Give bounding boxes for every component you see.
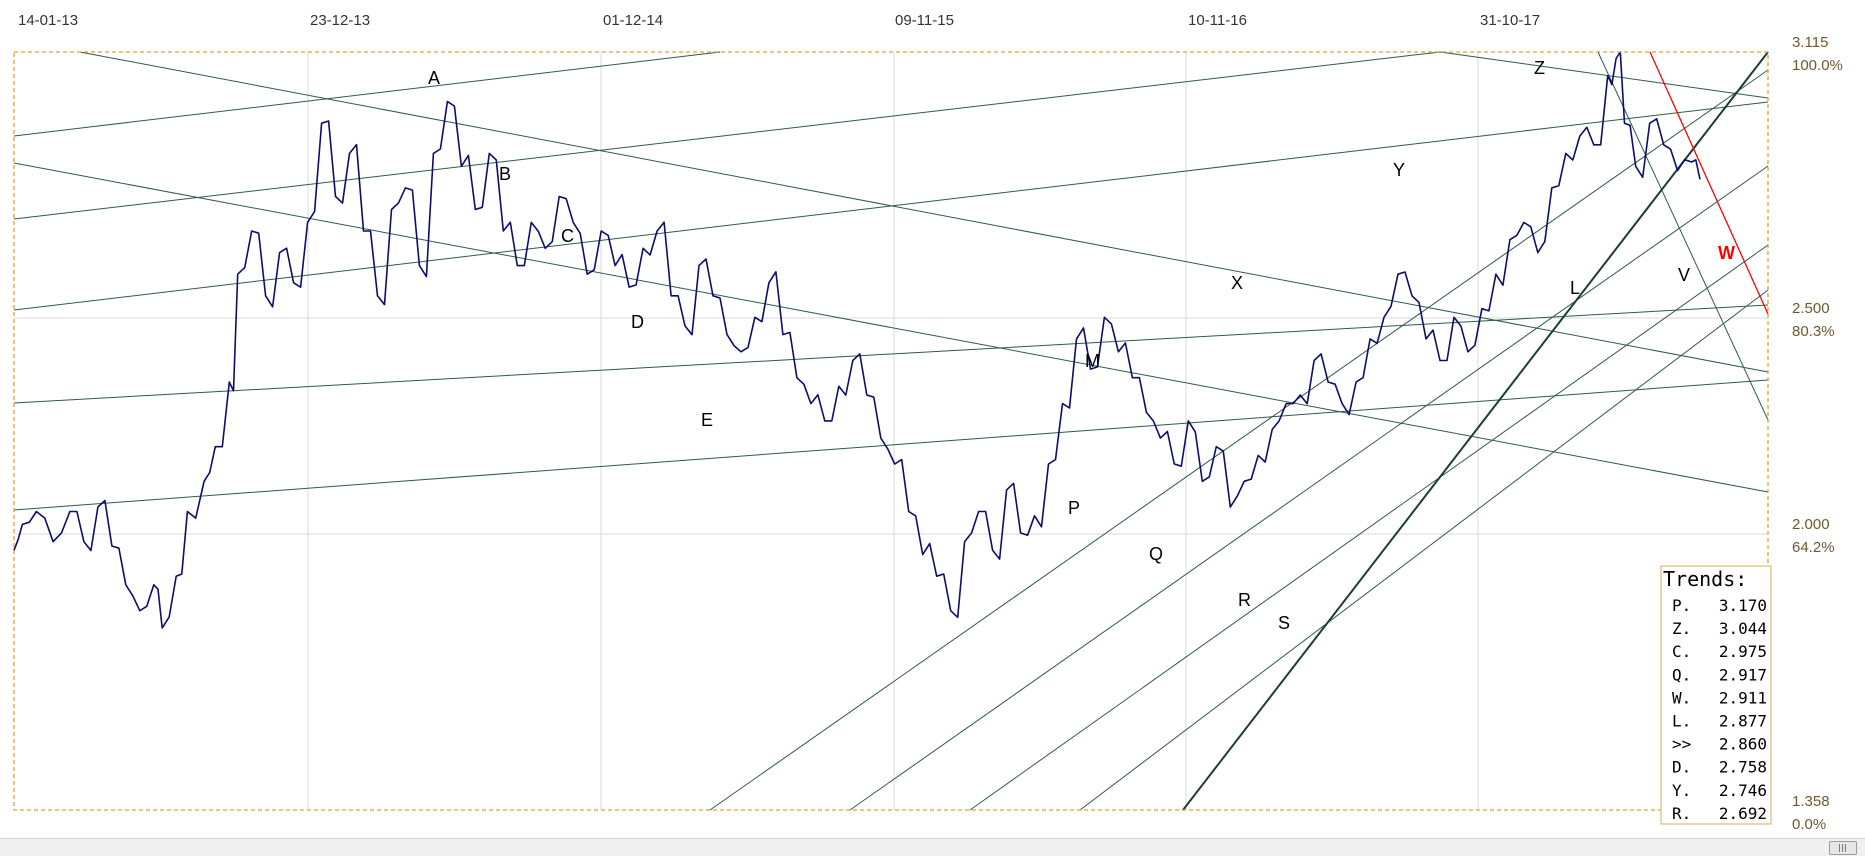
legend-value: 2.692: [1719, 804, 1767, 823]
legend-key: L.: [1672, 712, 1691, 731]
legend-value: 2.860: [1719, 735, 1767, 754]
trendline-label-x: X: [1231, 273, 1243, 293]
legend-key: Y.: [1672, 781, 1691, 800]
y-tick-value: 2.500: [1792, 300, 1830, 317]
trendline-y: [79, 51, 1769, 373]
trendline-label-z: Z: [1534, 58, 1545, 78]
y-tick-percent: 100.0%: [1792, 57, 1843, 74]
legend-key: D.: [1672, 758, 1691, 777]
trendline-label-a: A: [428, 68, 440, 88]
trendline-b: [13, 51, 1441, 220]
legend-value: 2.877: [1719, 712, 1767, 731]
y-tick-labels: 3.115 100.0% 2.500 80.3% 2.000 64.2% 1.3…: [1792, 34, 1843, 833]
trendline-label-d: D: [631, 312, 644, 332]
scrollbar-thumb[interactable]: [1829, 841, 1857, 855]
trendline-label-p: P: [1068, 498, 1080, 518]
trendline-d: [13, 304, 1769, 404]
trendline-labels: A B C D E M P Q R S X Y Z L V W: [428, 58, 1735, 633]
trendline-w: [1649, 51, 1769, 315]
legend-value: 3.044: [1719, 619, 1767, 638]
trendline-a: [13, 51, 721, 137]
trendline-m: [13, 162, 1769, 493]
trendline-label-w: W: [1718, 243, 1735, 263]
x-tick-label: 31-10-17: [1480, 12, 1540, 29]
legend-box: [1660, 565, 1772, 825]
trendline-l: [1182, 51, 1769, 811]
legend-key: C.: [1672, 642, 1691, 661]
horizontal-scrollbar[interactable]: [0, 838, 1865, 856]
y-tick-value: 2.000: [1792, 516, 1830, 533]
trendline-label-y: Y: [1393, 160, 1405, 180]
legend-value: 2.746: [1719, 781, 1767, 800]
legend-key: Q.: [1672, 665, 1691, 684]
x-tick-label: 14-01-13: [18, 12, 78, 29]
legend-value: 2.911: [1719, 688, 1767, 707]
x-tick-label: 01-12-14: [603, 12, 663, 29]
trendline-z: [1439, 51, 1769, 99]
y-gridlines: [14, 317, 1768, 535]
trendline-label-m: M: [1085, 351, 1100, 371]
legend-key: P.: [1672, 596, 1691, 615]
trendline-label-q: Q: [1149, 544, 1163, 564]
y-tick-value: 3.115: [1792, 34, 1828, 51]
x-tick-labels: 14-01-13 23-12-13 01-12-14 09-11-15 10-1…: [18, 12, 1540, 29]
legend-title: Trends:: [1663, 567, 1747, 591]
legend-value: 2.758: [1719, 758, 1767, 777]
trendline-label-s: S: [1278, 613, 1290, 633]
trendline-label-b: B: [499, 164, 511, 184]
trendline-e: [13, 379, 1769, 511]
trendline-label-r: R: [1238, 590, 1251, 610]
trendline-p: [709, 69, 1769, 811]
y-tick-percent: 0.0%: [1792, 816, 1826, 833]
trendline-s: [1079, 289, 1769, 811]
trendlines: [13, 51, 1769, 811]
y-tick-percent: 64.2%: [1792, 539, 1835, 556]
legend-value: 3.170: [1719, 596, 1767, 615]
legend-key: Z.: [1672, 619, 1691, 638]
legend-value: 2.975: [1719, 642, 1767, 661]
plot-frame: [13, 51, 1769, 811]
x-tick-label: 23-12-13: [310, 12, 370, 29]
legend-key: >>: [1672, 735, 1691, 754]
trendline-label-l: L: [1570, 278, 1580, 298]
y-tick-percent: 80.3%: [1792, 323, 1835, 340]
price-series-line: [13, 51, 1701, 629]
trendline-q: [849, 165, 1769, 811]
legend-rows: P. 3.170 Z. 3.044 C. 2.975 Q. 2.917 W. 2.911 L. 2.8…: [1672, 596, 1767, 823]
trendline-v: [1597, 51, 1769, 421]
trendline-label-e: E: [701, 410, 713, 430]
legend-value: 2.917: [1719, 665, 1767, 684]
y-tick-value: 1.358: [1792, 793, 1830, 810]
trendline-r: [969, 244, 1769, 811]
legend-key: R.: [1672, 804, 1691, 823]
trendline-label-c: C: [561, 226, 574, 246]
legend-key: W.: [1672, 688, 1691, 707]
trends-legend: Trends: P. 3.170 Z. 3.044 C. 2.975 Q. 2.917 W. 2.…: [1660, 565, 1772, 825]
x-tick-label: 10-11-16: [1188, 12, 1247, 29]
trendline-label-v: V: [1678, 265, 1690, 285]
x-tick-label: 09-11-15: [895, 12, 954, 29]
